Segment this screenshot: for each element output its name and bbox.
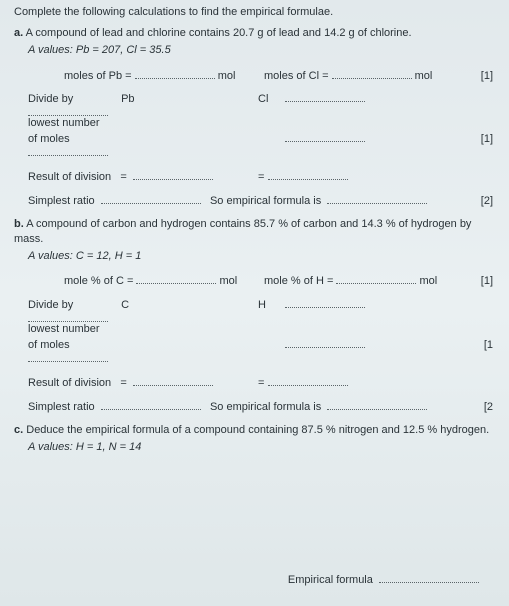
- result-div-b: Result of division: [28, 377, 111, 389]
- unit-mol-4: mol: [420, 275, 438, 287]
- soemp-a: So empirical formula is: [210, 195, 321, 207]
- result-div-a: Result of division: [28, 171, 111, 183]
- cl-div-blank[interactable]: [285, 92, 365, 103]
- simplest-a: Simplest ratio: [28, 195, 95, 207]
- eq-b1: =: [120, 377, 126, 389]
- soemp-b: So empirical formula is: [210, 401, 321, 413]
- divide-by-b: Divide by: [28, 299, 73, 311]
- moles-pb-blank[interactable]: [135, 68, 215, 79]
- c-div-blank[interactable]: [28, 311, 108, 322]
- lowest-a1: lowest number: [28, 117, 118, 129]
- unit-mol-2: mol: [415, 70, 433, 82]
- part-c-workspace[interactable]: [14, 454, 495, 544]
- mark-a2: [1]: [481, 133, 495, 145]
- sym-c: C: [121, 299, 145, 311]
- molepct-h-blank[interactable]: [336, 273, 416, 284]
- empf-label: Empirical formula: [288, 574, 373, 586]
- h-low-blank[interactable]: [285, 337, 365, 348]
- h-div-blank[interactable]: [285, 297, 365, 308]
- part-c: c. Deduce the empirical formula of a com…: [14, 423, 495, 587]
- divide-by-a: Divide by: [28, 93, 73, 105]
- mark-b3: [2: [484, 401, 495, 413]
- unit-mol-3: mol: [220, 275, 238, 287]
- part-b-prompt: A compound of carbon and hydrogen contai…: [14, 218, 471, 245]
- eq-a1: =: [120, 171, 126, 183]
- cl-low-blank[interactable]: [285, 131, 365, 142]
- pb-div-blank[interactable]: [28, 105, 108, 116]
- mark-a3: [2]: [481, 195, 495, 207]
- res-c-blank[interactable]: [133, 375, 213, 386]
- res-cl-blank[interactable]: [268, 169, 348, 180]
- emp-a-blank[interactable]: [327, 193, 427, 204]
- part-a-label: a.: [14, 27, 23, 39]
- sym-pb: Pb: [121, 93, 145, 105]
- lowest-b2: of moles: [28, 339, 118, 351]
- part-b-label: b.: [14, 218, 24, 230]
- c-low-blank[interactable]: [28, 351, 108, 362]
- molepct-c-label: mole % of C =: [64, 275, 133, 287]
- molepct-h-label: mole % of H =: [264, 275, 333, 287]
- part-c-ar: A values: H = 1, N = 14: [14, 440, 495, 455]
- mark-b2: [1: [484, 339, 495, 351]
- part-c-label: c.: [14, 424, 23, 436]
- lowest-a2: of moles: [28, 133, 118, 145]
- empf-blank[interactable]: [379, 572, 479, 583]
- simplest-b-blank[interactable]: [101, 399, 201, 410]
- part-a-prompt: A compound of lead and chlorine contains…: [26, 27, 412, 39]
- part-a: a. A compound of lead and chlorine conta…: [14, 26, 495, 207]
- res-h-blank[interactable]: [268, 375, 348, 386]
- emp-b-blank[interactable]: [327, 399, 427, 410]
- res-pb-blank[interactable]: [133, 169, 213, 180]
- mark-b1: [1]: [481, 275, 495, 287]
- unit-mol-1: mol: [218, 70, 236, 82]
- pb-low-blank[interactable]: [28, 145, 108, 156]
- moles-cl-label: moles of Cl =: [264, 70, 329, 82]
- moles-pb-label: moles of Pb =: [64, 70, 132, 82]
- part-b-ar: A values: C = 12, H = 1: [14, 249, 495, 264]
- part-b: b. A compound of carbon and hydrogen con…: [14, 217, 495, 413]
- instruction-text: Complete the following calculations to f…: [14, 6, 495, 18]
- lowest-b1: lowest number: [28, 323, 118, 335]
- simplest-b: Simplest ratio: [28, 401, 95, 413]
- eq-a2: =: [258, 171, 264, 183]
- part-c-prompt: Deduce the empirical formula of a compou…: [26, 424, 489, 436]
- sym-h: H: [258, 299, 282, 311]
- sym-cl: Cl: [258, 93, 282, 105]
- part-a-ar: A values: Pb = 207, Cl = 35.5: [14, 43, 495, 58]
- eq-b2: =: [258, 377, 264, 389]
- molepct-c-blank[interactable]: [136, 273, 216, 284]
- simplest-a-blank[interactable]: [101, 193, 201, 204]
- moles-cl-blank[interactable]: [332, 68, 412, 79]
- mark-a1: [1]: [481, 70, 495, 82]
